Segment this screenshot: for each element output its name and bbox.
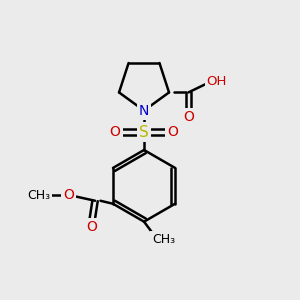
Text: O: O (183, 110, 194, 124)
Text: CH₃: CH₃ (27, 189, 50, 202)
Text: O: O (87, 220, 98, 234)
Text: OH: OH (207, 75, 227, 88)
Text: O: O (110, 125, 121, 139)
Text: CH₃: CH₃ (152, 233, 175, 246)
Text: S: S (139, 124, 149, 140)
Text: N: N (139, 103, 149, 118)
Text: O: O (63, 188, 74, 203)
Text: O: O (168, 125, 178, 139)
